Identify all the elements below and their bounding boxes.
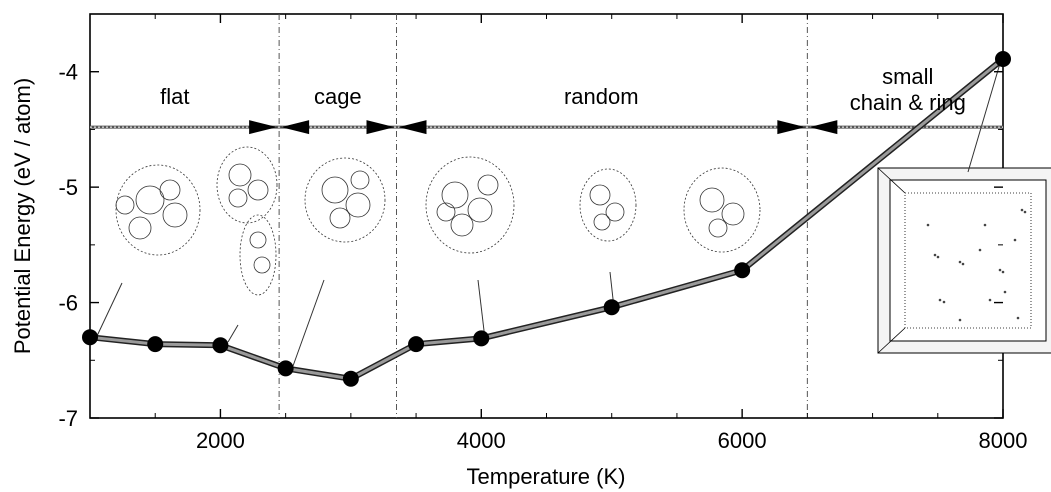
region-label: cage [314, 84, 362, 109]
data-point [277, 360, 294, 377]
data-point [147, 336, 164, 353]
phase-arrow-right [281, 120, 310, 135]
y-axis-title: Potential Energy (eV / atom) [10, 78, 35, 354]
data-point [473, 330, 490, 347]
phase-arrow-right [398, 120, 427, 135]
data-point [995, 51, 1011, 68]
cluster-snapshot-cage [304, 157, 386, 243]
region-label: chain & ring [850, 90, 966, 115]
x-tick-label: 6000 [718, 428, 767, 453]
cluster-snapshot-flat [115, 164, 201, 256]
simulation-box-inset [877, 167, 1051, 354]
plot-frame [89, 13, 1004, 419]
cluster-snapshot-random-3 [683, 167, 761, 253]
data-point [212, 337, 229, 354]
phase-arrow-left [777, 120, 806, 135]
data-point [408, 336, 425, 353]
x-axis-title: Temperature (K) [467, 464, 626, 489]
region-label: random [564, 84, 639, 109]
pointer-8000 [967, 59, 1002, 173]
x-tick-label: 2000 [196, 428, 245, 453]
x-tick-label: 4000 [457, 428, 506, 453]
y-tick-label: -5 [58, 175, 78, 200]
phase-arrow-right [809, 120, 838, 135]
region-label: flat [160, 84, 189, 109]
cluster-snapshot-random-2 [579, 168, 637, 242]
region-label: small [882, 64, 933, 89]
phase-arrow-left [249, 120, 278, 135]
data-point [603, 299, 620, 316]
data-point [82, 329, 98, 346]
series-line [89, 57, 1004, 381]
data-point [342, 370, 359, 387]
cluster-snapshot-random-1 [425, 156, 515, 254]
x-tick-label: 8000 [979, 428, 1028, 453]
y-tick-label: -7 [58, 406, 78, 431]
phase-arrow-left [366, 120, 395, 135]
snapshot-pointers [96, 271, 615, 367]
y-tick-label: -4 [58, 60, 78, 85]
data-point [734, 262, 751, 279]
cluster-snapshot-flat-2 [216, 146, 278, 296]
y-tick-label: -6 [58, 291, 78, 316]
